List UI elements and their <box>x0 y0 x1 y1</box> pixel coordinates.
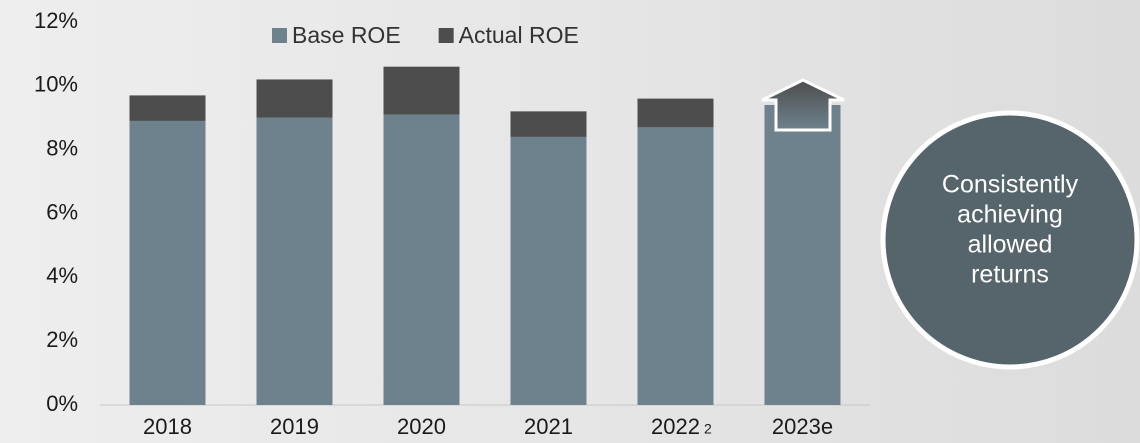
annotation-text: achieving <box>957 201 1063 229</box>
legend-label: Actual ROE <box>459 22 579 48</box>
bar-segment <box>510 136 587 405</box>
y-tick-label: 6% <box>46 199 78 224</box>
legend-swatch <box>438 28 454 43</box>
bar-segment <box>256 117 333 405</box>
x-tick-label: 2021 <box>524 414 573 439</box>
y-tick-label: 4% <box>46 263 78 288</box>
bar-segment <box>129 120 206 406</box>
bar-segment <box>637 98 714 128</box>
y-tick-label: 2% <box>46 327 78 352</box>
annotation-text: allowed <box>968 231 1053 259</box>
x-tick-label: 2019 <box>270 414 319 439</box>
x-tick-label: 2020 <box>397 414 446 439</box>
bar-segment <box>383 66 460 115</box>
annotation-text: Consistently <box>942 171 1079 199</box>
legend-label: Base ROE <box>292 22 401 48</box>
x-tick-label: 2023e <box>772 414 833 439</box>
annotation-text: returns <box>971 261 1049 289</box>
y-tick-label: 0% <box>46 391 78 416</box>
y-tick-label: 8% <box>46 135 78 160</box>
bar-segment <box>129 95 206 121</box>
bar-segment <box>256 79 333 118</box>
x-tick-label: 2018 <box>143 414 192 439</box>
annotation-circle <box>880 110 1140 370</box>
y-tick-label: 10% <box>34 72 78 97</box>
x-tick-label: 2022 <box>651 414 700 439</box>
bar-segment <box>383 114 460 405</box>
increase-arrow <box>761 78 845 132</box>
footnote-marker: 2 <box>704 421 712 437</box>
bar-segment <box>764 104 841 405</box>
legend-swatch <box>272 28 287 43</box>
y-tick-label: 12% <box>34 8 78 33</box>
bar-segment <box>510 111 587 137</box>
bar-segment <box>637 127 714 405</box>
